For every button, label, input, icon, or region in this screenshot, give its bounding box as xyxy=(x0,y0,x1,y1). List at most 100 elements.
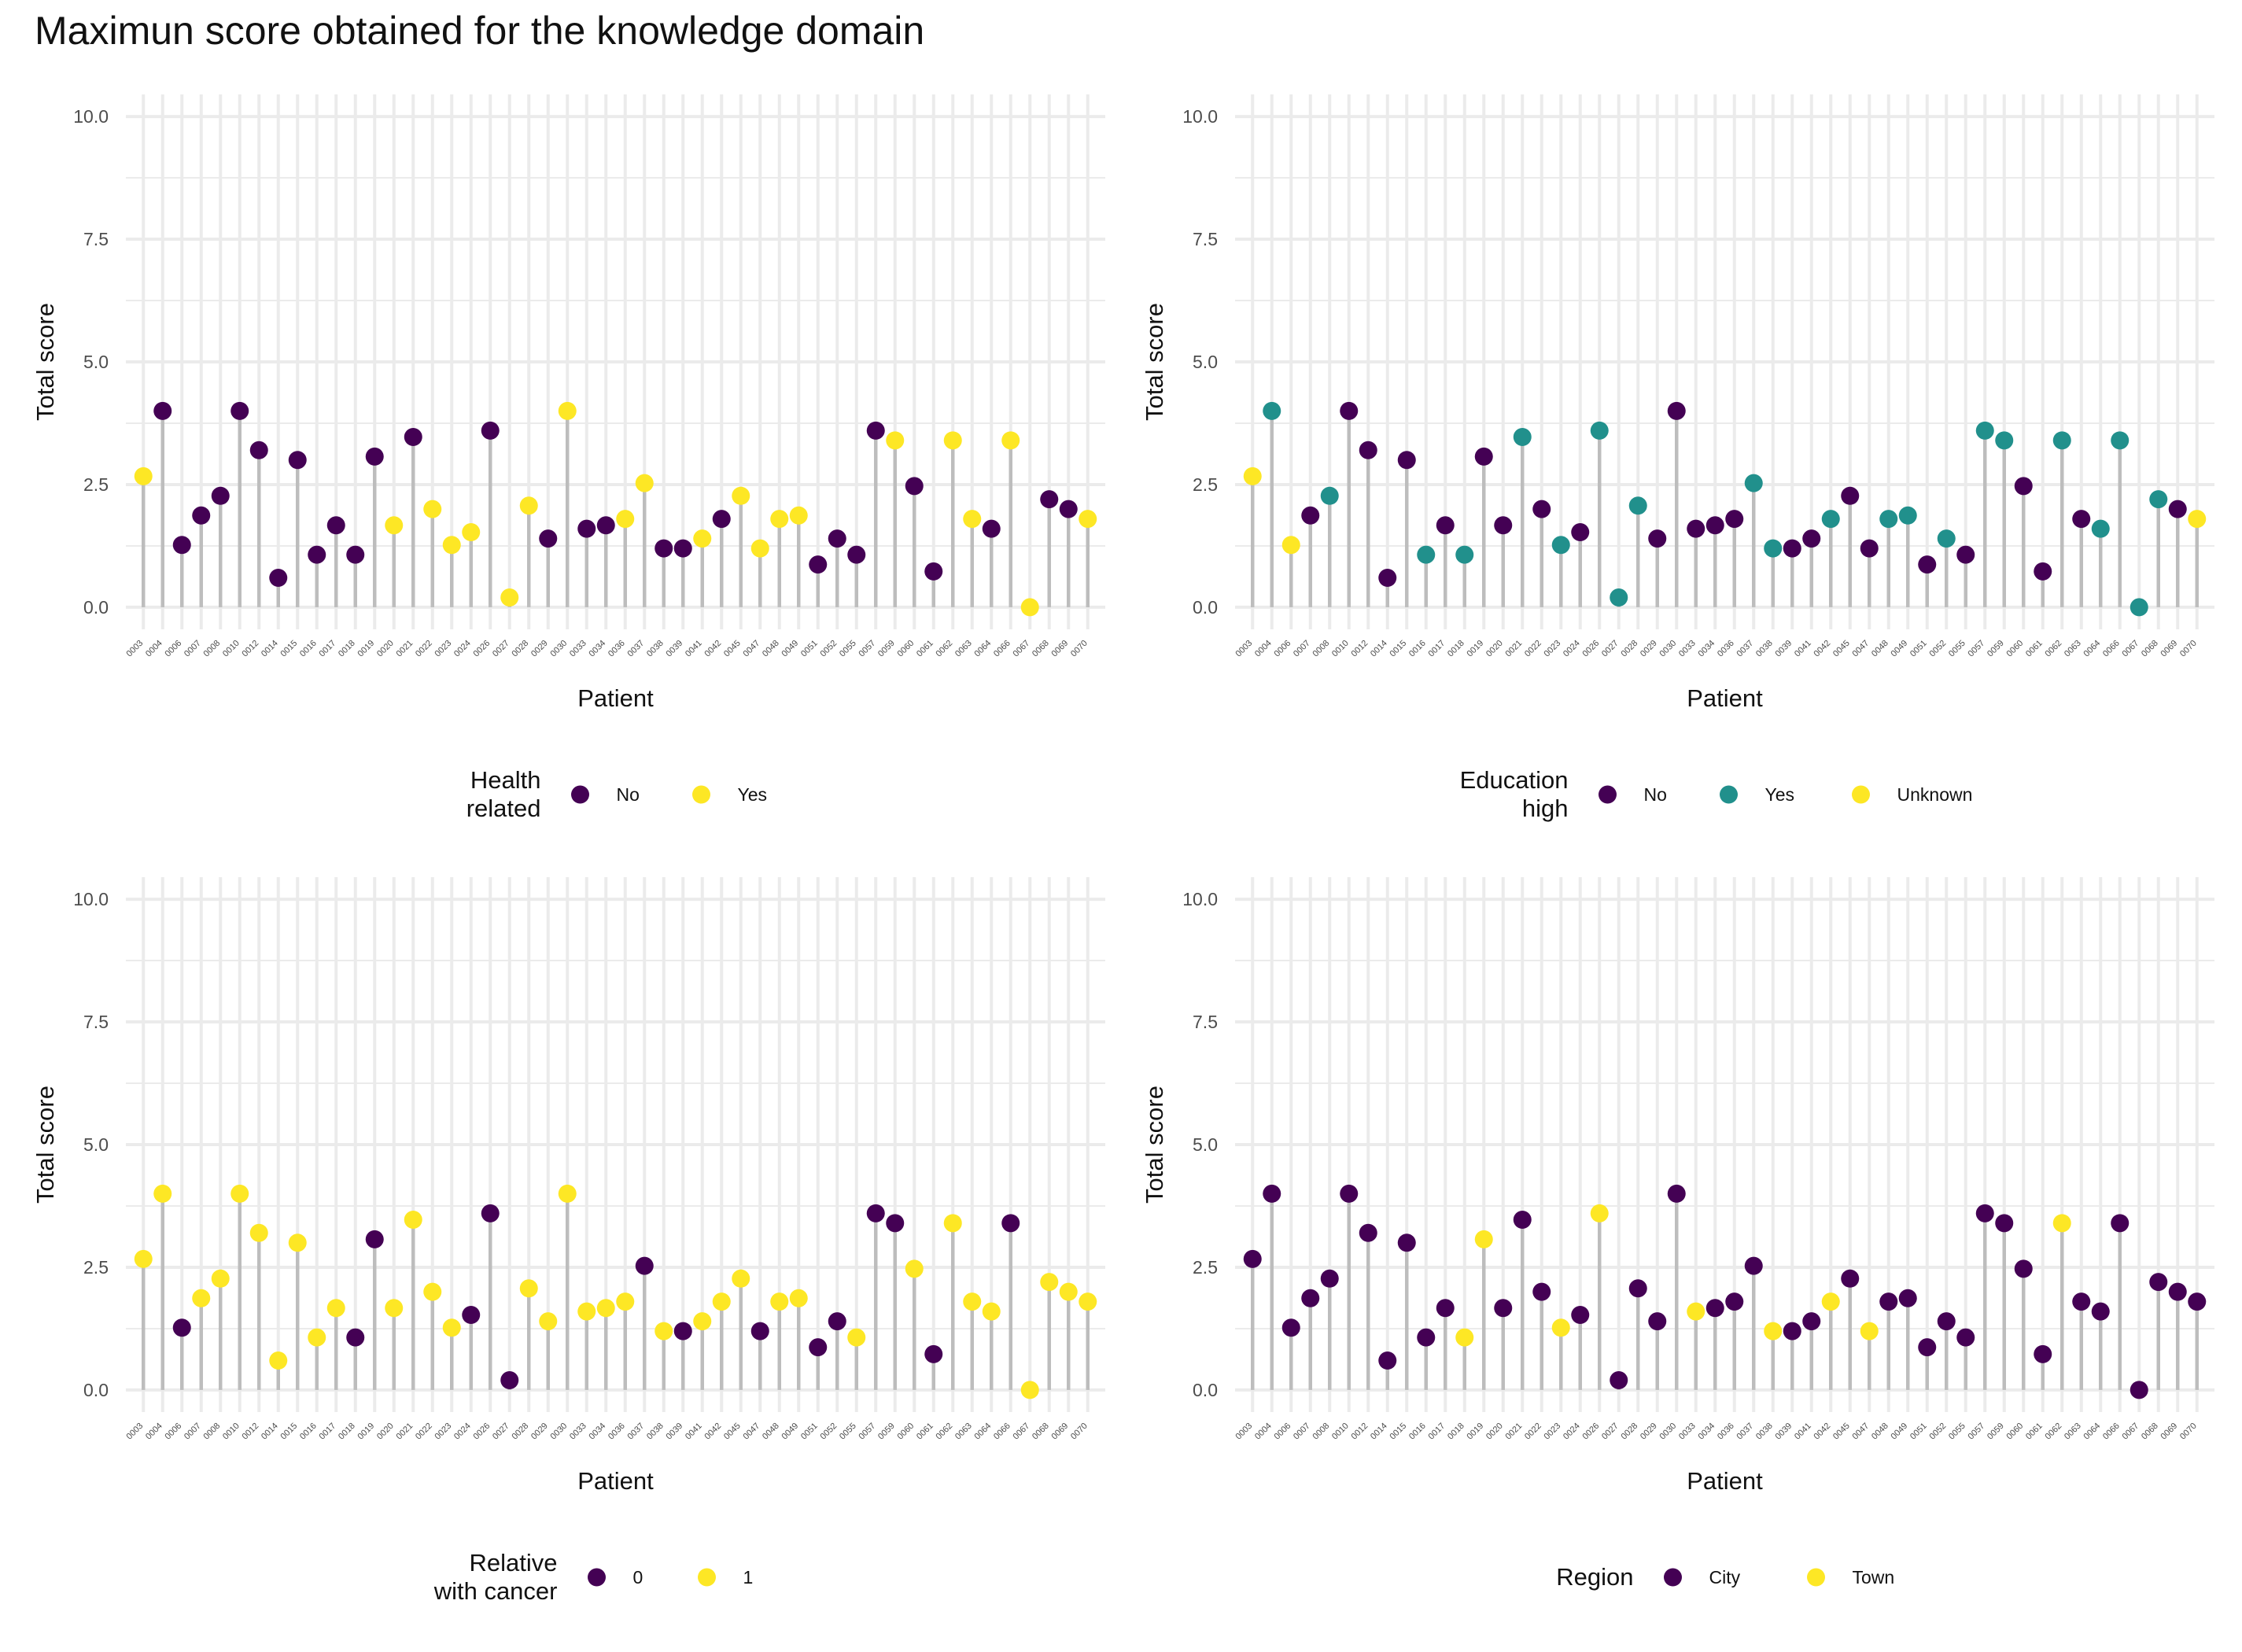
data-point xyxy=(673,1322,692,1340)
data-point xyxy=(750,539,769,558)
x-tick-label: 0018 xyxy=(337,1422,357,1442)
data-point xyxy=(1725,1292,1744,1311)
x-tick-label: 0026 xyxy=(1581,1422,1602,1442)
data-point xyxy=(712,1292,731,1311)
y-tick-label: 7.5 xyxy=(83,229,109,249)
x-tick-label: 0020 xyxy=(1484,1422,1505,1442)
data-point xyxy=(519,1279,538,1298)
x-tick-label: 0047 xyxy=(1851,1422,1871,1442)
data-point xyxy=(943,1214,962,1233)
legend-title: Relative with cancer xyxy=(433,1549,558,1605)
x-tick-label: 0064 xyxy=(973,1422,994,1442)
x-tick-label: 0033 xyxy=(1677,639,1698,659)
x-tick-label: 0017 xyxy=(1427,639,1447,659)
legend-label: 1 xyxy=(743,1567,754,1587)
data-point xyxy=(963,1292,982,1311)
x-tick-label: 0037 xyxy=(1735,639,1756,659)
x-tick-label: 0020 xyxy=(375,1422,396,1442)
x-tick-label: 0034 xyxy=(588,639,608,659)
data-point xyxy=(1359,1223,1377,1242)
data-point xyxy=(1628,1279,1647,1298)
x-tick-label: 0016 xyxy=(298,1422,319,1442)
legend: Region City Town xyxy=(1556,1563,1894,1591)
data-point xyxy=(1995,431,2014,450)
data-point xyxy=(770,1292,789,1311)
data-point xyxy=(1243,1249,1262,1268)
y-tick-label: 5.0 xyxy=(1193,352,1218,372)
x-tick-label: 0070 xyxy=(1069,1422,1090,1442)
y-tick-label: 7.5 xyxy=(83,1012,109,1032)
data-point xyxy=(462,1305,481,1324)
x-tick-label: 0029 xyxy=(529,639,550,659)
data-point xyxy=(866,1204,885,1222)
data-point xyxy=(693,529,712,548)
legend-title: Region xyxy=(1556,1563,1633,1591)
x-tick-label: 0048 xyxy=(761,639,781,659)
chart-panel-3: 0.0 2.5 5.0 7.5 10.0 000300040006000700080010… xyxy=(31,877,1105,1605)
x-tick-label: 0037 xyxy=(626,639,647,659)
x-tick-label: 0018 xyxy=(1446,639,1466,659)
legend-key xyxy=(692,785,710,804)
data-point xyxy=(1821,1292,1840,1311)
data-point xyxy=(365,1230,384,1248)
x-tick-label: 0047 xyxy=(1851,639,1871,659)
x-tick-label: 0067 xyxy=(1012,1422,1032,1442)
data-point xyxy=(1860,539,1879,558)
data-point xyxy=(2052,1214,2071,1233)
gridlines xyxy=(1235,94,2214,629)
x-tick-label: 0061 xyxy=(2024,1422,2045,1442)
data-point xyxy=(1397,451,1416,470)
x-tick-label: 0014 xyxy=(260,639,280,659)
data-point xyxy=(635,474,654,492)
x-tick-label: 0066 xyxy=(2101,639,2122,659)
data-point xyxy=(2014,1259,2033,1278)
data-point xyxy=(1397,1233,1416,1252)
lollipop-series xyxy=(1243,1184,2207,1399)
legend-key xyxy=(1807,1568,1825,1587)
x-tick-label: 0066 xyxy=(2101,1422,2122,1442)
data-point xyxy=(153,1184,172,1203)
data-point xyxy=(1020,1381,1039,1399)
x-tick-label: 0039 xyxy=(1774,639,1794,659)
data-point xyxy=(1301,506,1320,525)
legend-title: Education high xyxy=(1460,766,1569,822)
x-tick-label: 0019 xyxy=(1466,639,1486,659)
legend-key xyxy=(698,1568,716,1587)
x-tick-label: 0068 xyxy=(1031,1422,1051,1442)
x-tick-label: 0010 xyxy=(1330,639,1351,659)
x-tick-label: 0014 xyxy=(1369,639,1389,659)
data-point xyxy=(1001,1214,1020,1233)
y-tick-label: 2.5 xyxy=(1193,474,1218,495)
x-tick-label: 0016 xyxy=(298,639,319,659)
x-tick-label: 0067 xyxy=(2121,1422,2141,1442)
data-point xyxy=(1281,1318,1300,1337)
x-axis-label: Patient xyxy=(577,684,654,712)
data-point xyxy=(1417,545,1436,564)
data-point xyxy=(1532,500,1551,518)
x-tick-label: 0033 xyxy=(1677,1422,1698,1442)
legend-label: City xyxy=(1709,1567,1741,1587)
data-point xyxy=(789,1289,808,1307)
x-tick-label: 0008 xyxy=(202,1422,223,1442)
data-point xyxy=(539,1312,558,1331)
x-tick-label: 0004 xyxy=(144,1422,164,1442)
x-tick-label: 0038 xyxy=(645,1422,666,1442)
x-tick-label: 0003 xyxy=(125,1422,146,1442)
y-axis-label: Total score xyxy=(1141,303,1168,421)
x-tick-label: 0048 xyxy=(761,1422,781,1442)
x-tick-label: 0069 xyxy=(1050,639,1071,659)
data-point xyxy=(1320,1269,1339,1288)
data-point xyxy=(2149,1273,2168,1292)
data-point xyxy=(963,510,982,529)
x-tick-label: 0007 xyxy=(183,639,203,659)
legend-key xyxy=(1852,785,1870,804)
chart-panel-2: 0.0 2.5 5.0 7.5 10.0 000300040006000700080010… xyxy=(1141,94,2214,822)
x-tick-label: 0028 xyxy=(511,639,531,659)
legend-label: No xyxy=(1644,784,1667,805)
data-point xyxy=(1648,529,1667,548)
data-point xyxy=(828,1312,846,1331)
x-tick-label: 0007 xyxy=(1292,639,1312,659)
data-point xyxy=(1995,1214,2014,1233)
data-point xyxy=(1551,536,1570,555)
